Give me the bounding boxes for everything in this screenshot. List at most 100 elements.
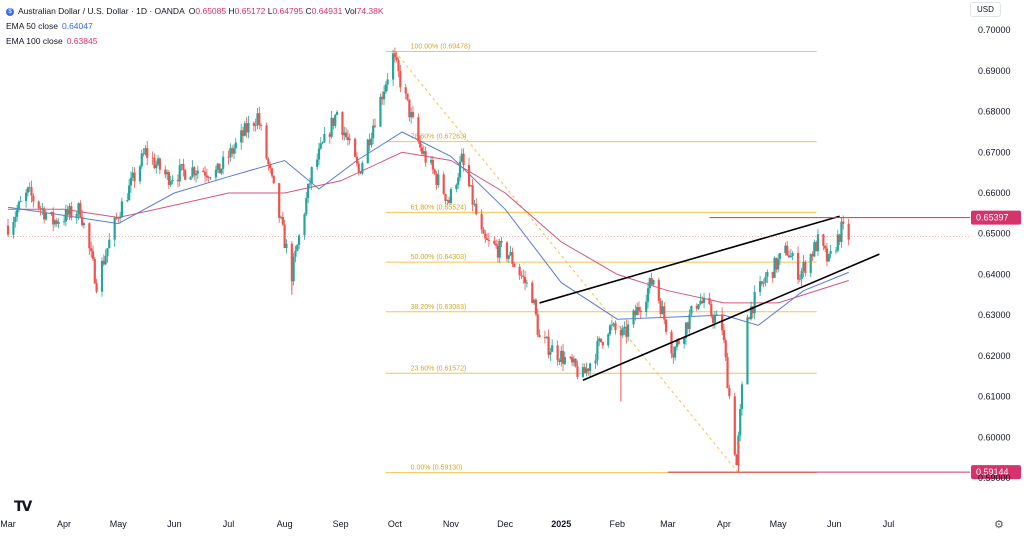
candle-body [12, 222, 15, 235]
candle-body [773, 257, 776, 278]
candle-body [784, 245, 787, 254]
candle-body [523, 276, 527, 283]
x-tick-label: Oct [388, 519, 403, 529]
candle-body [14, 216, 17, 223]
candle-body [847, 223, 850, 240]
candle-body [634, 310, 637, 316]
candle-body [344, 132, 348, 137]
candle-body [811, 254, 814, 257]
candle-body [386, 79, 389, 85]
candle-body [330, 117, 333, 137]
ohlc-value-c: 0.64931 [311, 6, 343, 16]
candle-body [64, 209, 67, 222]
candle-body [442, 174, 445, 195]
candle-body [79, 203, 82, 218]
candle-body [645, 301, 648, 312]
ohlc-key-o: O [188, 6, 196, 16]
candle-body [180, 164, 183, 166]
candle-body [715, 314, 718, 316]
candle-body [317, 148, 321, 160]
candle-body [460, 153, 463, 162]
candle-body [50, 211, 53, 214]
price-tag-label: 0.59144 [976, 467, 1009, 477]
candle-body [798, 278, 801, 280]
candle-body [310, 167, 313, 184]
legend-ema100[interactable]: EMA 100 close 0.63845 [6, 34, 384, 49]
candle-body [319, 143, 322, 149]
fib-level-label: 38.20% (0.63083) [411, 304, 467, 311]
ohlc-value-vol: 74.38K [356, 6, 384, 16]
ema50-label: EMA 50 close [6, 21, 58, 31]
candle-body [431, 160, 434, 170]
legend-ema50[interactable]: EMA 50 close 0.64047 [6, 19, 384, 34]
ema50-line [7, 131, 849, 326]
candle-body [37, 201, 40, 209]
candle-body [355, 156, 359, 164]
candle-body [75, 214, 78, 218]
candle-body [191, 167, 194, 177]
candle-body [614, 323, 617, 331]
candle-body [323, 133, 326, 143]
candle-body [316, 159, 319, 168]
candle-body [505, 242, 509, 259]
candle-body [437, 174, 440, 186]
ohlc-key-vol: Vol [342, 6, 357, 16]
candle-body [545, 336, 548, 338]
candle-body [760, 281, 763, 284]
gear-icon[interactable]: ⚙ [994, 519, 1004, 531]
candle-body [753, 291, 756, 314]
y-tick-label: 0.63000 [978, 310, 1011, 320]
candle-body [840, 221, 843, 242]
candle-body [102, 260, 105, 265]
candle-body [26, 187, 29, 193]
candle-body [272, 175, 275, 184]
candle-body [209, 177, 212, 179]
candle-body [292, 256, 295, 282]
candle-body [842, 221, 845, 224]
candle-body [598, 338, 601, 342]
candle-body [802, 262, 805, 271]
candle-body [509, 252, 512, 256]
candle-body [484, 233, 487, 239]
candle-body [379, 96, 382, 127]
y-tick-label: 0.70000 [978, 25, 1011, 35]
x-tick-label: Dec [497, 519, 514, 529]
ema100-label: EMA 100 close [6, 36, 63, 46]
y-tick-label: 0.67000 [978, 147, 1011, 157]
candle-body [82, 223, 86, 226]
candle-body [498, 241, 501, 258]
candle-body [513, 263, 516, 267]
candle-body [142, 153, 145, 155]
candle-body [108, 239, 111, 249]
candle-body [766, 271, 769, 277]
x-tick-label: May [770, 519, 788, 529]
candle-body [621, 328, 624, 336]
candle-body [659, 300, 662, 315]
candle-body [88, 223, 91, 249]
candle-body [269, 164, 272, 169]
candle-body [690, 305, 693, 315]
candle-body [749, 306, 753, 320]
candle-body [722, 330, 726, 341]
x-tick-label: Jul [223, 519, 235, 529]
candle-body [359, 171, 362, 174]
candle-body [684, 322, 688, 339]
symbol-flag-icon: $ [6, 7, 14, 16]
candle-body [536, 314, 539, 335]
candle-body [589, 363, 592, 372]
candle-body [735, 454, 738, 466]
candle-body [171, 179, 174, 182]
tradingview-logo[interactable]: ⁠𝗧𝗩 [14, 498, 32, 514]
currency-button[interactable]: USD [970, 2, 1001, 17]
candle-body [281, 217, 284, 225]
candle-body [231, 148, 234, 154]
price-tag-label: 0.65397 [976, 213, 1009, 223]
candle-body [572, 358, 575, 363]
wedge-trendline [539, 215, 840, 304]
candle-body [307, 183, 310, 199]
candle-body [361, 163, 364, 174]
candle-body [62, 221, 66, 223]
candle-body [796, 252, 800, 280]
